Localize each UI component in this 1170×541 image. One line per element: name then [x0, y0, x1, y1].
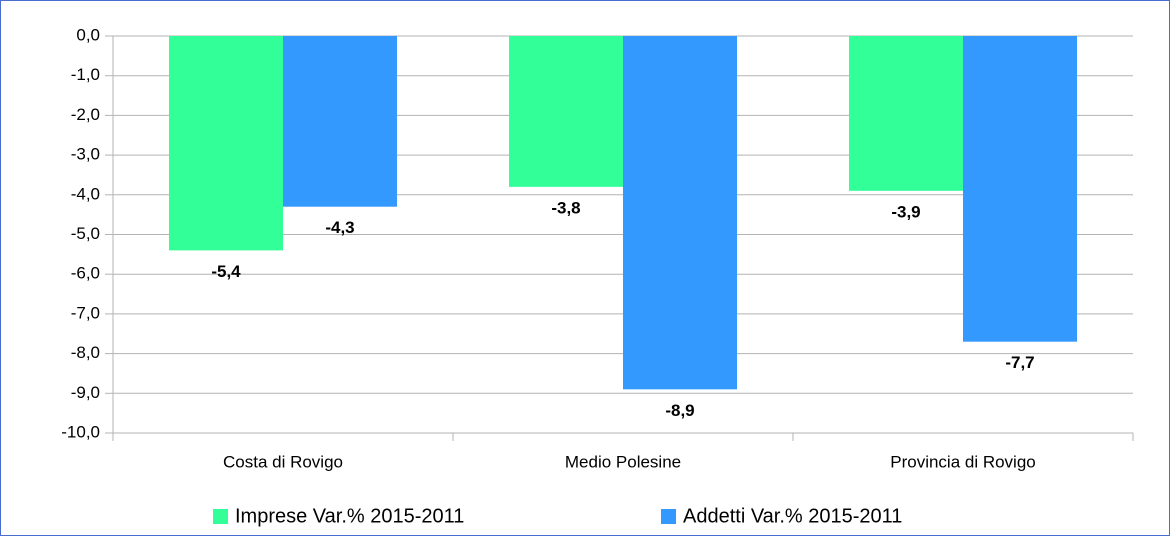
y-tick-label: -3,0 — [71, 145, 100, 164]
y-tick-label: -2,0 — [71, 105, 100, 124]
x-tick-label: Medio Polesine — [565, 452, 681, 471]
bar — [963, 36, 1077, 342]
data-label: -3,9 — [891, 202, 920, 221]
y-tick-label: -8,0 — [71, 343, 100, 362]
data-label: -3,8 — [551, 198, 580, 217]
data-label: -7,7 — [1005, 353, 1034, 372]
y-tick-label: 0,0 — [76, 25, 100, 44]
bar — [283, 36, 397, 207]
y-tick-label: -6,0 — [71, 264, 100, 283]
bar — [623, 36, 737, 390]
x-tick-label: Provincia di Rovigo — [890, 452, 1036, 471]
bar — [169, 36, 283, 251]
legend-label: Imprese Var.% 2015-2011 — [235, 505, 464, 527]
y-tick-label: -1,0 — [71, 65, 100, 84]
bar — [509, 36, 623, 187]
legend-swatch — [213, 509, 228, 524]
y-tick-label: -5,0 — [71, 224, 100, 243]
x-tick-label: Costa di Rovigo — [223, 452, 343, 471]
data-label: -8,9 — [665, 401, 694, 420]
data-label: -4,3 — [325, 218, 354, 237]
data-label: -5,4 — [211, 262, 241, 281]
bar — [849, 36, 963, 191]
y-tick-label: -4,0 — [71, 184, 100, 203]
y-tick-label: -7,0 — [71, 303, 100, 322]
legend-swatch — [661, 509, 676, 524]
y-tick-label: -10,0 — [61, 422, 100, 441]
legend-label: Addetti Var.% 2015-2011 — [683, 505, 902, 527]
y-tick-label: -9,0 — [71, 383, 100, 402]
